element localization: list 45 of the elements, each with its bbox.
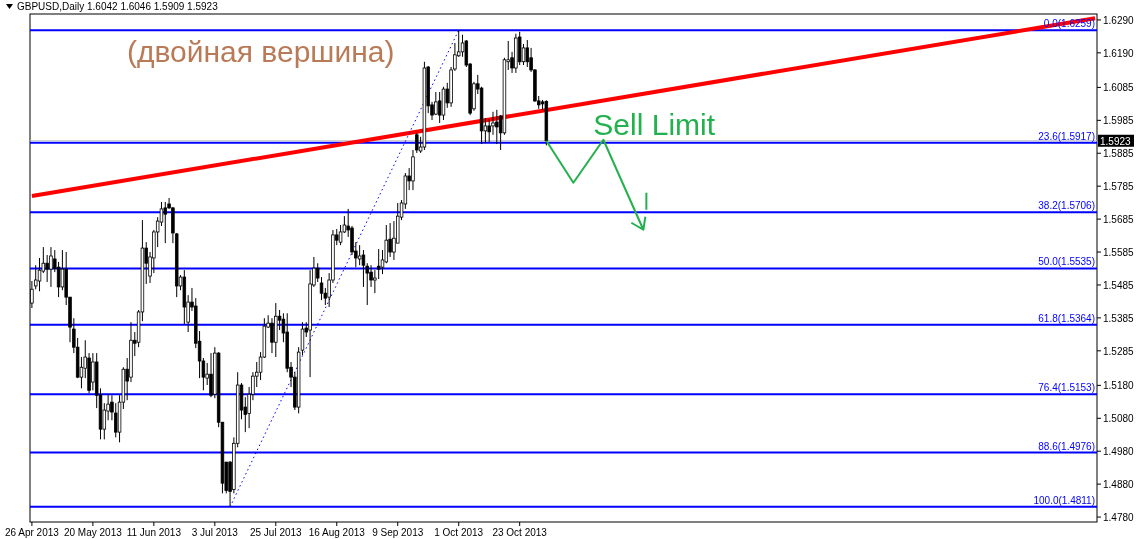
y-tick-label: 1.5885 (1103, 148, 1135, 160)
x-tick-label: 9 Sep 2013 (372, 527, 424, 538)
y-tick-label: 1.5080 (1103, 413, 1135, 425)
ref-line-label: 76.4(1.5153) (1038, 382, 1095, 394)
ref-line-label: 88.6(1.4976) (1038, 440, 1095, 452)
x-tick-label: 3 Jul 2013 (191, 527, 239, 538)
ref-line-label: 61.8(1.5364) (1038, 312, 1095, 324)
candlestick (525, 39, 530, 68)
y-tick-label: 1.5585 (1103, 247, 1135, 259)
y-tick-label: 1.5985 (1103, 115, 1135, 127)
y-tick-label: 1.5485 (1103, 279, 1135, 291)
ref-line-label: 100.0(1.4811) (1033, 494, 1095, 506)
candlestick (45, 254, 49, 283)
text: 1.5923 (1100, 135, 1132, 147)
candlestick (361, 249, 366, 288)
candlestick (270, 317, 274, 354)
ref-line-label: 23.6(1.5917) (1038, 130, 1095, 142)
x-tick-label: 26 Apr 2013 (4, 527, 60, 538)
y-tick-label: 1.5785 (1103, 181, 1135, 193)
ref-line-label: 38.2(1.5706) (1038, 200, 1095, 212)
candlestick (357, 244, 362, 266)
candlestick (163, 201, 168, 244)
candlestick (49, 246, 53, 288)
y-tick-label: 1.5285 (1103, 345, 1135, 357)
y-tick-label: 1.6085 (1103, 82, 1135, 94)
chart-title: GBPUSD,Daily 1.6042 1.6046 1.5909 1.5923 (17, 1, 219, 12)
annotation: (двойная вершина) (127, 35, 395, 68)
candlestick (495, 109, 499, 145)
y-tick-label: 1.4780 (1103, 512, 1135, 524)
x-tick-label: 16 Aug 2013 (308, 527, 366, 538)
x-tick-label: 1 Oct 2013 (434, 527, 484, 538)
x-tick-label: 25 Jul 2013 (249, 527, 303, 538)
y-tick-label: 1.5685 (1103, 214, 1135, 226)
y-tick-label: 1.6290 (1103, 14, 1135, 26)
x-tick-label: 20 May 2013 (63, 527, 123, 538)
x-tick-label: 23 Oct 2013 (492, 527, 548, 538)
ref-line-label: 50.0(1.5535) (1038, 256, 1095, 268)
annotation: Sell Limit (593, 107, 716, 141)
y-tick-label: 1.4880 (1103, 479, 1135, 491)
y-tick-label: 1.5180 (1103, 380, 1135, 392)
y-tick-label: 1.5385 (1103, 312, 1135, 324)
candlestick (376, 248, 381, 280)
y-tick-label: 1.4980 (1103, 446, 1135, 458)
y-tick-label: 1.6190 (1103, 47, 1135, 59)
x-tick-label: 11 Jun 2013 (126, 527, 182, 538)
